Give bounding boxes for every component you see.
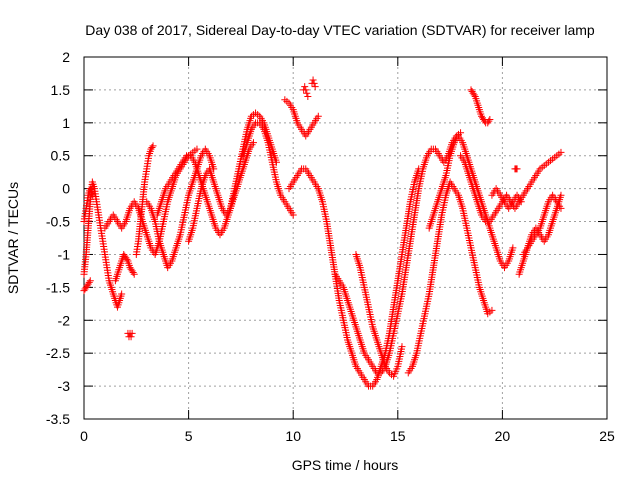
y-tick-label: -1.5 <box>46 279 70 295</box>
series-arc-n <box>308 76 319 91</box>
data-point-interp <box>148 144 156 151</box>
series-arc-f <box>124 329 136 341</box>
data-point <box>289 211 297 219</box>
data-points <box>80 76 565 390</box>
data-point <box>509 244 517 252</box>
x-tick-label: 15 <box>390 428 406 444</box>
y-tick-label: 2 <box>62 49 70 65</box>
series-arc-j <box>185 109 280 245</box>
y-tick-label: -2.5 <box>46 345 70 361</box>
x-tick-label: 0 <box>80 428 88 444</box>
data-point <box>309 76 317 84</box>
data-point <box>249 139 257 147</box>
y-tick-label: -2 <box>58 312 71 328</box>
data-point <box>86 277 94 285</box>
x-tick-label: 20 <box>495 428 511 444</box>
y-tick-label: 1 <box>62 115 70 131</box>
y-tick-label: 0 <box>62 181 70 197</box>
data-point <box>513 165 521 173</box>
series-arc-z <box>519 191 565 258</box>
data-point-interp <box>129 269 137 277</box>
y-tick-label: -3.5 <box>46 411 70 427</box>
data-point <box>311 83 319 91</box>
data-point <box>310 79 318 87</box>
data-point-interp <box>123 255 131 263</box>
data-point <box>398 343 406 351</box>
data-point <box>149 142 157 150</box>
data-point <box>128 329 136 337</box>
chart-title: Day 038 of 2017, Sidereal Day-to-day VTE… <box>85 22 595 38</box>
series-arc-g <box>132 142 157 258</box>
y-tick-label: -3 <box>58 378 71 394</box>
data-point <box>130 270 138 278</box>
series-arc-t <box>467 86 494 127</box>
data-point <box>302 86 310 94</box>
data-point <box>127 333 135 341</box>
series-arc-c <box>80 185 96 226</box>
data-point <box>304 92 312 100</box>
series-arc-p <box>331 129 465 377</box>
data-point <box>118 290 126 298</box>
y-tick-label: -1 <box>58 246 71 262</box>
axis-ticks: -3.5-3-2.5-2-1.5-1-0.500.511.520 5 10 15 20 2… <box>46 49 615 444</box>
data-point-interp <box>85 278 93 286</box>
series-arc-a <box>80 178 126 311</box>
data-point <box>488 306 496 314</box>
series-arc-r <box>404 178 496 377</box>
data-point <box>301 83 309 91</box>
series-arc-l <box>281 96 322 140</box>
data-point <box>88 191 96 199</box>
series-arc-e <box>111 250 138 285</box>
data-point <box>486 116 494 124</box>
y-axis-label: SDTVAR / TECUs <box>5 182 21 294</box>
data-point <box>193 145 201 153</box>
y-tick-label: -0.5 <box>46 214 70 230</box>
x-tick-label: 25 <box>599 428 615 444</box>
y-tick-label: 1.5 <box>51 82 71 98</box>
data-point <box>557 148 565 156</box>
data-point <box>557 204 565 212</box>
series-arc-o <box>285 165 423 390</box>
x-axis-label: GPS time / hours <box>292 457 399 473</box>
series-arc-m <box>300 83 312 100</box>
x-tick-label: 5 <box>185 428 193 444</box>
series-arc-w <box>511 165 521 173</box>
series-arc-b <box>80 277 94 295</box>
data-point <box>314 112 322 120</box>
data-point-interp <box>470 91 478 99</box>
data-point <box>303 89 311 97</box>
y-tick-label: 0.5 <box>51 148 71 164</box>
data-point <box>557 191 565 199</box>
series-arc-k <box>239 119 297 219</box>
data-point-interp <box>485 117 493 125</box>
series-arc-q <box>352 250 406 380</box>
series-arc-x <box>515 148 565 206</box>
x-tick-label: 10 <box>285 428 301 444</box>
